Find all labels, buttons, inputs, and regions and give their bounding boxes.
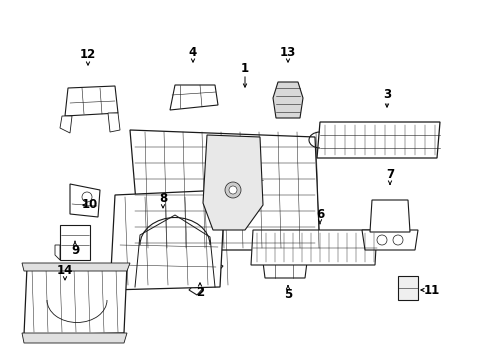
Circle shape — [224, 182, 241, 198]
Polygon shape — [22, 333, 127, 343]
Text: 12: 12 — [80, 49, 96, 62]
Polygon shape — [189, 262, 223, 295]
Polygon shape — [272, 82, 303, 118]
Text: 2: 2 — [196, 287, 203, 300]
Text: 8: 8 — [159, 192, 167, 204]
Polygon shape — [70, 184, 100, 217]
Polygon shape — [22, 263, 130, 271]
Circle shape — [376, 235, 386, 245]
Polygon shape — [397, 276, 417, 300]
Text: 10: 10 — [81, 198, 98, 211]
Polygon shape — [60, 116, 72, 133]
Polygon shape — [110, 190, 224, 290]
Polygon shape — [316, 122, 439, 158]
Text: 14: 14 — [57, 264, 73, 276]
Text: 13: 13 — [279, 45, 296, 58]
Polygon shape — [130, 130, 319, 250]
Polygon shape — [250, 230, 376, 265]
Text: 4: 4 — [188, 45, 197, 58]
Text: 1: 1 — [241, 62, 248, 75]
Text: 3: 3 — [382, 89, 390, 102]
Polygon shape — [203, 135, 263, 230]
Polygon shape — [65, 86, 118, 116]
Circle shape — [228, 186, 237, 194]
Circle shape — [392, 235, 402, 245]
Circle shape — [82, 192, 92, 202]
Text: 5: 5 — [284, 288, 291, 302]
Polygon shape — [55, 245, 60, 260]
Polygon shape — [60, 225, 90, 260]
Polygon shape — [108, 113, 120, 132]
Text: 6: 6 — [315, 208, 324, 221]
Text: 7: 7 — [385, 168, 393, 181]
Text: 9: 9 — [71, 243, 79, 256]
Polygon shape — [24, 265, 127, 335]
Polygon shape — [263, 262, 306, 278]
Polygon shape — [369, 200, 409, 232]
Polygon shape — [361, 230, 417, 250]
Polygon shape — [170, 85, 218, 110]
Text: 11: 11 — [423, 284, 439, 297]
